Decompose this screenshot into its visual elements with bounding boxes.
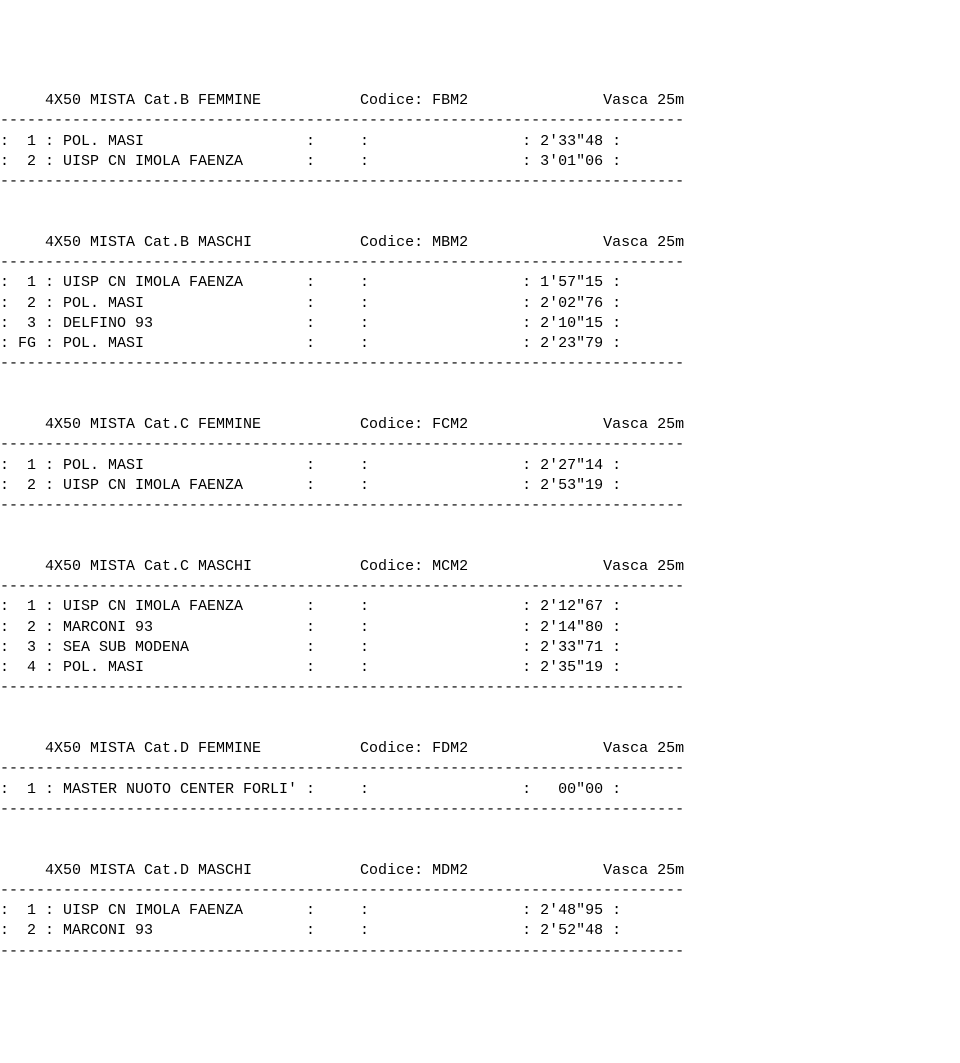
results-text: 4X50 MISTA Cat.B FEMMINE Codice: FBM2 Va… [0,91,960,962]
